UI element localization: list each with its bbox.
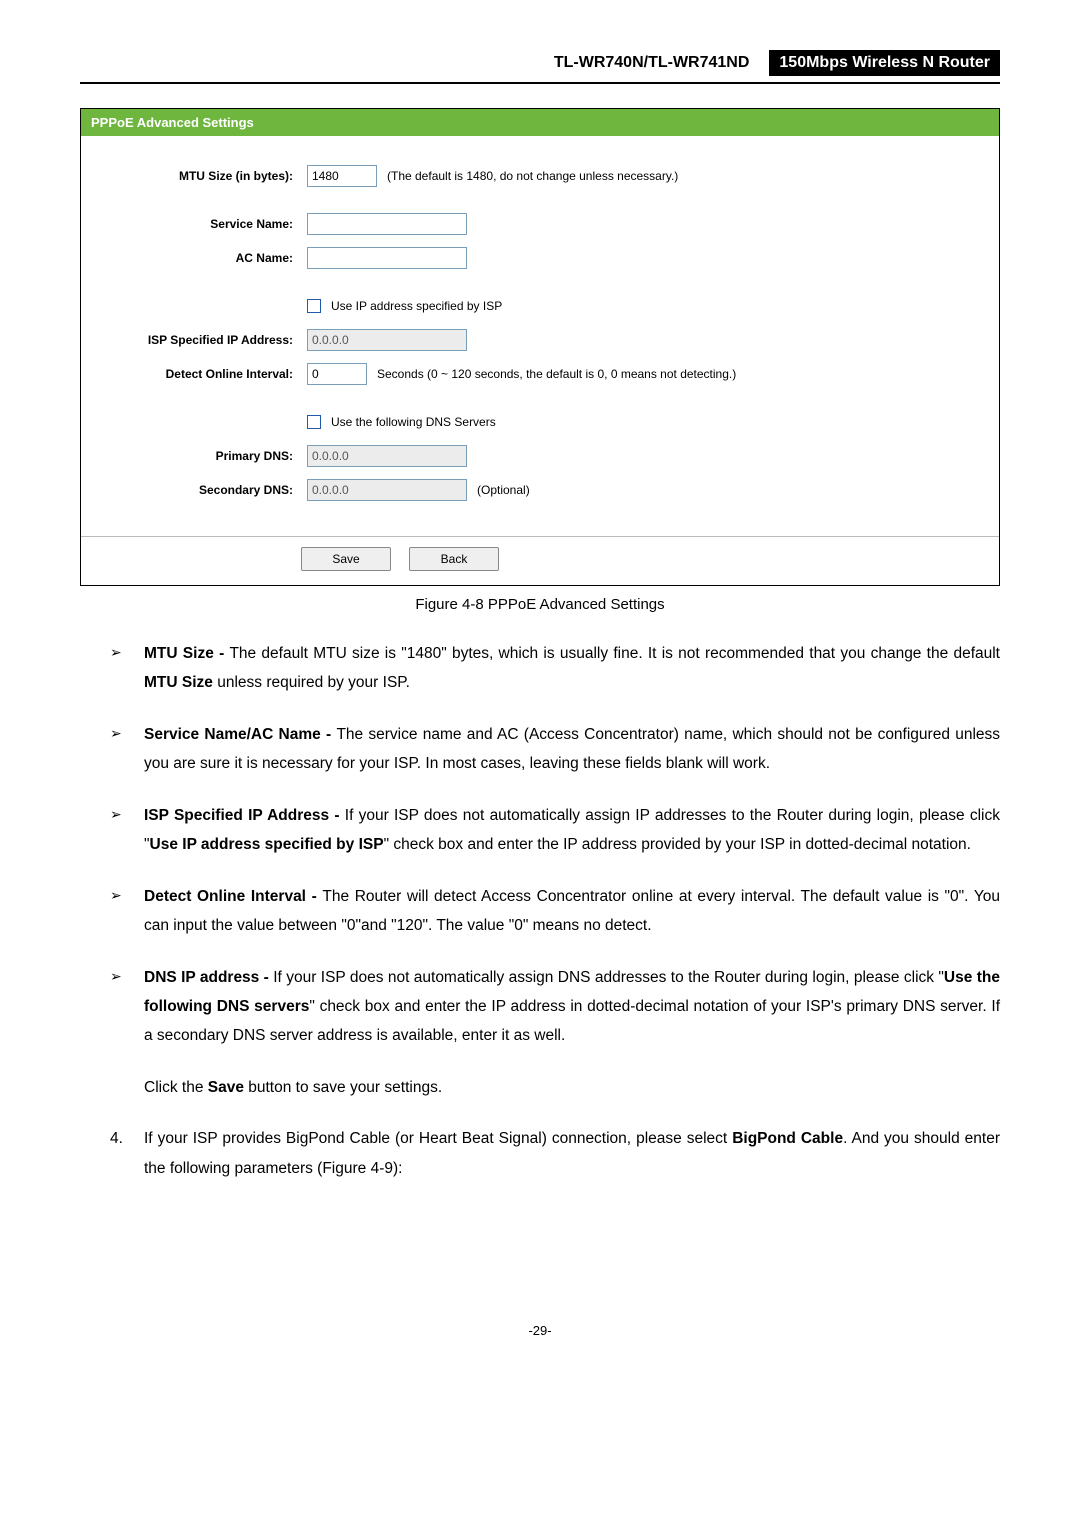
numbered-list: 4. If your ISP provides BigPond Cable (o… bbox=[80, 1124, 1000, 1183]
bullet-ispip-text2: " check box and enter the IP address pro… bbox=[384, 836, 971, 853]
save-p-b: Save bbox=[208, 1079, 244, 1096]
bullet-ispip-bold: Use IP address specified by ISP bbox=[150, 836, 384, 853]
row-usedns: Use the following DNS Servers bbox=[97, 410, 983, 434]
save-button[interactable]: Save bbox=[301, 547, 391, 571]
save-p-c: button to save your settings. bbox=[244, 1079, 442, 1096]
bullet-dns: DNS IP address - If your ISP does not au… bbox=[110, 963, 1000, 1051]
label-detect: Detect Online Interval: bbox=[97, 367, 307, 381]
input-detect[interactable] bbox=[307, 363, 367, 385]
page-number: -29- bbox=[80, 1323, 1000, 1338]
row-mtu: MTU Size (in bytes): (The default is 148… bbox=[97, 164, 983, 188]
row-pdns: Primary DNS: bbox=[97, 444, 983, 468]
bullet-mtu: MTU Size - The default MTU size is "1480… bbox=[110, 639, 1000, 698]
header-divider bbox=[80, 82, 1000, 84]
label-pdns: Primary DNS: bbox=[97, 449, 307, 463]
row-service: Service Name: bbox=[97, 212, 983, 236]
checkbox-use-dns[interactable] bbox=[307, 415, 321, 429]
figure-caption: Figure 4-8 PPPoE Advanced Settings bbox=[80, 596, 1000, 613]
panel-body: MTU Size (in bytes): (The default is 148… bbox=[81, 136, 999, 536]
row-detect: Detect Online Interval: Seconds (0 ~ 120… bbox=[97, 362, 983, 386]
label-sdns: Secondary DNS: bbox=[97, 483, 307, 497]
save-p-a: Click the bbox=[144, 1079, 208, 1096]
bullet-ispip-term: ISP Specified IP Address - bbox=[144, 807, 345, 824]
bullet-service: Service Name/AC Name - The service name … bbox=[110, 720, 1000, 779]
label-ac: AC Name: bbox=[97, 251, 307, 265]
checkbox-use-ip[interactable] bbox=[307, 299, 321, 313]
bullet-mtu-text2: unless required by your ISP. bbox=[213, 674, 410, 691]
input-sdns[interactable] bbox=[307, 479, 467, 501]
model-text: TL-WR740N/TL-WR741ND bbox=[548, 50, 756, 76]
input-ispip[interactable] bbox=[307, 329, 467, 351]
label-use-dns: Use the following DNS Servers bbox=[331, 415, 496, 429]
label-service: Service Name: bbox=[97, 217, 307, 231]
bullet-mtu-text1: The default MTU size is "1480" bytes, wh… bbox=[229, 645, 1000, 662]
label-mtu: MTU Size (in bytes): bbox=[97, 169, 307, 183]
bullet-dns-term: DNS IP address - bbox=[144, 969, 273, 986]
input-ac[interactable] bbox=[307, 247, 467, 269]
num4-text1: If your ISP provides BigPond Cable (or H… bbox=[144, 1130, 732, 1147]
label-use-ip: Use IP address specified by ISP bbox=[331, 299, 502, 313]
bullet-mtu-term: MTU Size - bbox=[144, 645, 229, 662]
back-button[interactable]: Back bbox=[409, 547, 499, 571]
bullet-list: MTU Size - The default MTU size is "1480… bbox=[80, 639, 1000, 1051]
row-ac: AC Name: bbox=[97, 246, 983, 270]
panel-footer: Save Back bbox=[81, 536, 999, 585]
bullet-detect-term: Detect Online Interval - bbox=[144, 888, 322, 905]
bullet-dns-text1: If your ISP does not automatically assig… bbox=[273, 969, 944, 986]
row-useip: Use IP address specified by ISP bbox=[97, 294, 983, 318]
hint-detect: Seconds (0 ~ 120 seconds, the default is… bbox=[377, 367, 736, 381]
settings-panel: PPPoE Advanced Settings MTU Size (in byt… bbox=[80, 108, 1000, 586]
panel-title: PPPoE Advanced Settings bbox=[81, 109, 999, 136]
hint-mtu: (The default is 1480, do not change unle… bbox=[387, 169, 678, 183]
doc-header: TL-WR740N/TL-WR741ND 150Mbps Wireless N … bbox=[80, 50, 1000, 76]
input-service[interactable] bbox=[307, 213, 467, 235]
row-sdns: Secondary DNS: (Optional) bbox=[97, 478, 983, 502]
bullet-service-term: Service Name/AC Name - bbox=[144, 726, 336, 743]
num-4-marker: 4. bbox=[110, 1124, 123, 1153]
bullet-detect: Detect Online Interval - The Router will… bbox=[110, 882, 1000, 941]
hint-sdns: (Optional) bbox=[477, 483, 530, 497]
num4-bold: BigPond Cable bbox=[732, 1130, 843, 1147]
save-paragraph: Click the Save button to save your setti… bbox=[80, 1073, 1000, 1102]
row-ispip: ISP Specified IP Address: bbox=[97, 328, 983, 352]
label-ispip: ISP Specified IP Address: bbox=[97, 333, 307, 347]
input-pdns[interactable] bbox=[307, 445, 467, 467]
bullet-mtu-bold: MTU Size bbox=[144, 674, 213, 691]
item-4: 4. If your ISP provides BigPond Cable (o… bbox=[110, 1124, 1000, 1183]
input-mtu[interactable] bbox=[307, 165, 377, 187]
bullet-ispip: ISP Specified IP Address - If your ISP d… bbox=[110, 801, 1000, 860]
product-badge: 150Mbps Wireless N Router bbox=[769, 50, 1000, 76]
